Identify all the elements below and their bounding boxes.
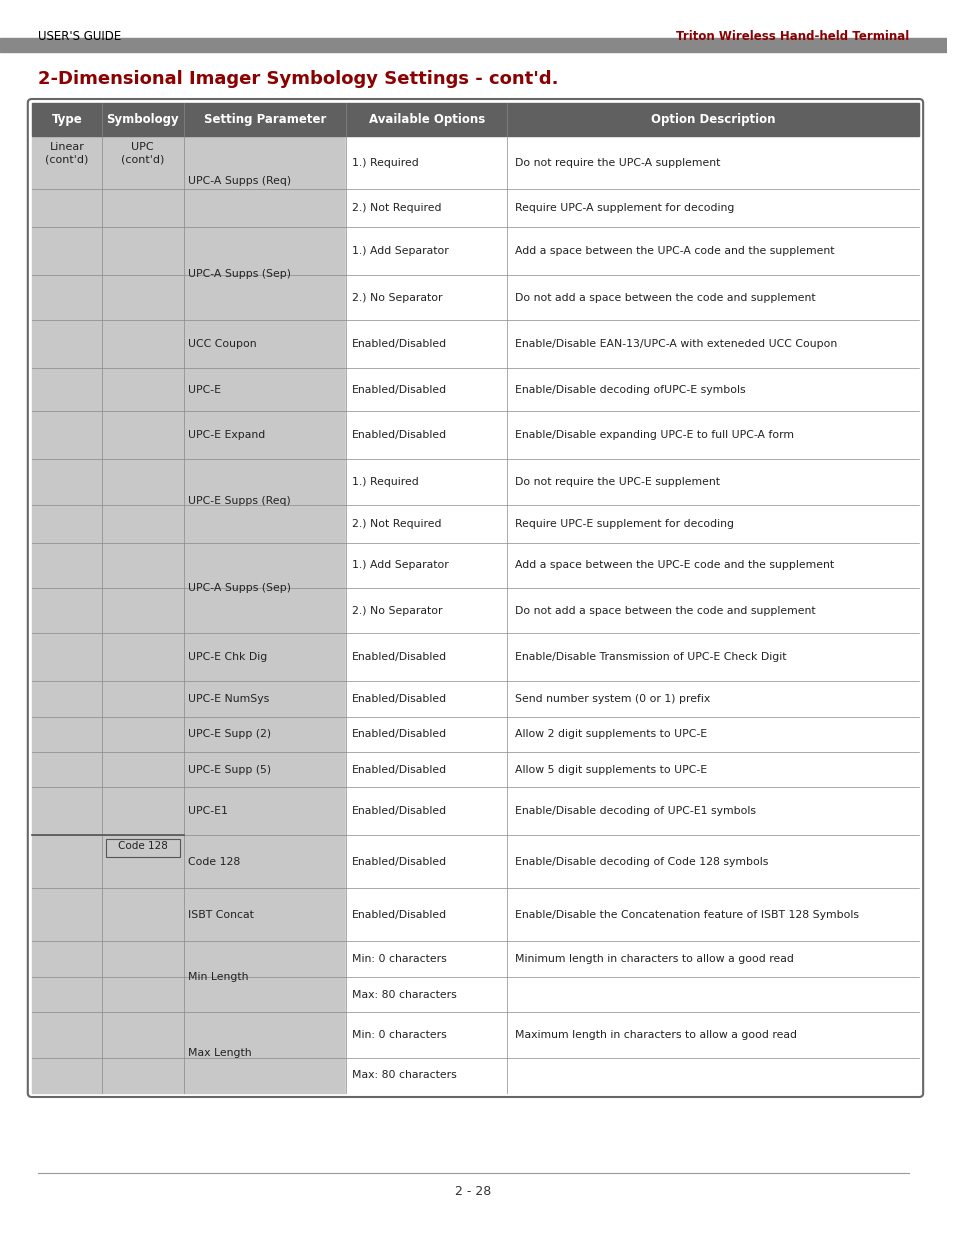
Text: Max: 80 characters: Max: 80 characters	[352, 989, 456, 999]
Bar	[31, 136, 102, 1093]
Text: 1.) Required: 1.) Required	[352, 477, 418, 487]
Text: UPC
(cont'd): UPC (cont'd)	[121, 142, 164, 164]
Text: 2.) No Separator: 2.) No Separator	[352, 293, 442, 303]
Bar	[31, 103, 919, 136]
Text: Minimum length in characters to allow a good read: Minimum length in characters to allow a …	[515, 955, 794, 965]
Text: USER'S GUIDE: USER'S GUIDE	[38, 30, 121, 43]
Text: UPC-E Supp (5): UPC-E Supp (5)	[189, 764, 272, 774]
Text: Enable/Disable expanding UPC-E to full UPC-A form: Enable/Disable expanding UPC-E to full U…	[515, 430, 794, 440]
Bar	[507, 136, 919, 1093]
Text: Min: 0 characters: Min: 0 characters	[352, 955, 446, 965]
Text: Enable/Disable decoding of Code 128 symbols: Enable/Disable decoding of Code 128 symb…	[515, 857, 768, 867]
Text: Max Length: Max Length	[189, 1047, 252, 1057]
Text: Do not require the UPC-A supplement: Do not require the UPC-A supplement	[515, 158, 720, 168]
Text: Min Length: Min Length	[189, 972, 249, 982]
Text: Enabled/Disabled: Enabled/Disabled	[352, 694, 447, 704]
Text: UPC-A Supps (Req): UPC-A Supps (Req)	[189, 177, 292, 186]
Text: 2-Dimensional Imager Symbology Settings - cont'd.: 2-Dimensional Imager Symbology Settings …	[38, 70, 558, 88]
Text: Option Description: Option Description	[650, 112, 775, 126]
Text: Enabled/Disabled: Enabled/Disabled	[352, 910, 447, 920]
Text: Code 128: Code 128	[189, 857, 240, 867]
Text: Symbology: Symbology	[107, 112, 179, 126]
Text: UPC-A Supps (Sep): UPC-A Supps (Sep)	[189, 583, 292, 593]
Bar	[106, 840, 179, 857]
Text: UPC-E NumSys: UPC-E NumSys	[189, 694, 270, 704]
Text: Min: 0 characters: Min: 0 characters	[352, 1030, 446, 1040]
Text: Enabled/Disabled: Enabled/Disabled	[352, 430, 447, 440]
Text: UPC-E1: UPC-E1	[189, 806, 228, 816]
Bar	[183, 136, 346, 1093]
Text: UCC Coupon: UCC Coupon	[189, 340, 256, 350]
Text: UPC-E Supps (Req): UPC-E Supps (Req)	[189, 496, 291, 506]
Text: Type: Type	[51, 112, 82, 126]
Text: Enable/Disable Transmission of UPC-E Check Digit: Enable/Disable Transmission of UPC-E Che…	[515, 652, 786, 662]
Text: Add a space between the UPC-E code and the supplement: Add a space between the UPC-E code and t…	[515, 561, 834, 571]
Text: Allow 5 digit supplements to UPC-E: Allow 5 digit supplements to UPC-E	[515, 764, 707, 774]
Bar	[102, 136, 183, 1093]
Text: Maximum length in characters to allow a good read: Maximum length in characters to allow a …	[515, 1030, 797, 1040]
Text: Setting Parameter: Setting Parameter	[203, 112, 326, 126]
Text: Enabled/Disabled: Enabled/Disabled	[352, 652, 447, 662]
Bar	[346, 136, 507, 1093]
Text: ISBT Concat: ISBT Concat	[189, 910, 254, 920]
Text: Do not add a space between the code and supplement: Do not add a space between the code and …	[515, 605, 815, 616]
Text: UPC-E Chk Dig: UPC-E Chk Dig	[189, 652, 268, 662]
Text: 2 - 28: 2 - 28	[455, 1186, 491, 1198]
Text: Enabled/Disabled: Enabled/Disabled	[352, 764, 447, 774]
Text: 2.) Not Required: 2.) Not Required	[352, 519, 441, 529]
Text: Allow 2 digit supplements to UPC-E: Allow 2 digit supplements to UPC-E	[515, 730, 707, 740]
Text: UPC-E Supp (2): UPC-E Supp (2)	[189, 730, 272, 740]
Text: Send number system (0 or 1) prefix: Send number system (0 or 1) prefix	[515, 694, 710, 704]
Text: 1.) Add Separator: 1.) Add Separator	[352, 561, 448, 571]
Text: Enabled/Disabled: Enabled/Disabled	[352, 857, 447, 867]
Text: Enabled/Disabled: Enabled/Disabled	[352, 340, 447, 350]
Text: Enable/Disable EAN-13/UPC-A with exteneded UCC Coupon: Enable/Disable EAN-13/UPC-A with extened…	[515, 340, 837, 350]
Text: Code 128: Code 128	[117, 841, 168, 851]
Text: Enabled/Disabled: Enabled/Disabled	[352, 730, 447, 740]
Text: Do not require the UPC-E supplement: Do not require the UPC-E supplement	[515, 477, 720, 487]
Text: Available Options: Available Options	[368, 112, 484, 126]
Text: Enabled/Disabled: Enabled/Disabled	[352, 385, 447, 395]
Text: Require UPC-E supplement for decoding: Require UPC-E supplement for decoding	[515, 519, 734, 529]
Bar	[0, 38, 946, 52]
Text: Linear
(cont'd): Linear (cont'd)	[45, 142, 89, 164]
Text: 2.) Not Required: 2.) Not Required	[352, 203, 441, 212]
Text: Enabled/Disabled: Enabled/Disabled	[352, 806, 447, 816]
Text: Enable/Disable decoding of UPC-E1 symbols: Enable/Disable decoding of UPC-E1 symbol…	[515, 806, 756, 816]
Text: UPC-A Supps (Sep): UPC-A Supps (Sep)	[189, 269, 292, 279]
Text: 1.) Add Separator: 1.) Add Separator	[352, 246, 448, 256]
Text: Do not add a space between the code and supplement: Do not add a space between the code and …	[515, 293, 815, 303]
Text: Require UPC-A supplement for decoding: Require UPC-A supplement for decoding	[515, 203, 734, 212]
Text: 1.) Required: 1.) Required	[352, 158, 418, 168]
Text: UPC-E: UPC-E	[189, 385, 221, 395]
Text: UPC-E Expand: UPC-E Expand	[189, 430, 266, 440]
Text: 2.) No Separator: 2.) No Separator	[352, 605, 442, 616]
Text: Enable/Disable decoding ofUPC-E symbols: Enable/Disable decoding ofUPC-E symbols	[515, 385, 745, 395]
Text: Triton Wireless Hand-held Terminal: Triton Wireless Hand-held Terminal	[676, 30, 908, 43]
Text: Enable/Disable the Concatenation feature of ISBT 128 Symbols: Enable/Disable the Concatenation feature…	[515, 910, 859, 920]
Text: Add a space between the UPC-A code and the supplement: Add a space between the UPC-A code and t…	[515, 246, 834, 256]
Text: Max: 80 characters: Max: 80 characters	[352, 1071, 456, 1081]
